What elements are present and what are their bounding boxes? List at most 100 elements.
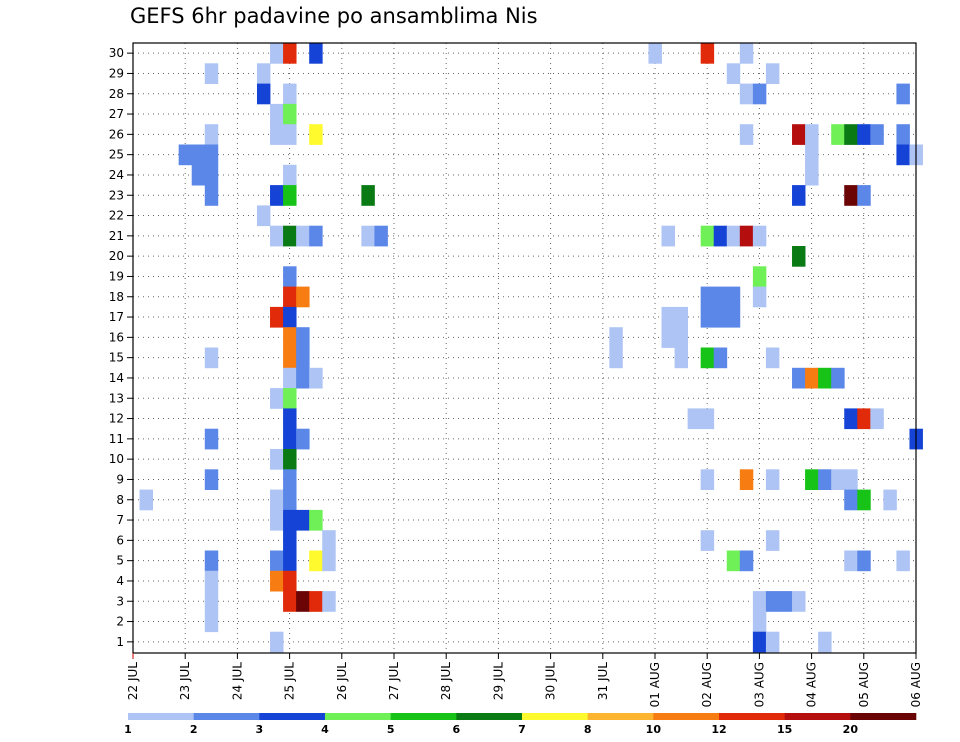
heatmap-cell xyxy=(805,144,819,166)
heatmap-cell xyxy=(270,43,284,64)
heatmap-cell xyxy=(857,489,871,511)
heatmap-cell xyxy=(283,591,297,612)
heatmap-cell xyxy=(831,367,845,389)
heatmap-cell xyxy=(309,591,323,612)
colorbar-label: 8 xyxy=(584,723,592,736)
heatmap-cell xyxy=(256,205,271,227)
heatmap-cell xyxy=(713,286,728,308)
heatmap-cell xyxy=(896,550,910,572)
heatmap-cell xyxy=(309,43,323,64)
y-tick-label: 7 xyxy=(116,513,124,527)
heatmap-cell xyxy=(204,185,219,206)
heatmap-cell xyxy=(792,185,806,206)
y-tick-label: 24 xyxy=(109,168,124,182)
heatmap-cell xyxy=(296,509,310,531)
heatmap-cell xyxy=(204,124,219,145)
heatmap-cell xyxy=(844,185,858,206)
heatmap-cell xyxy=(739,83,754,105)
heatmap-cell xyxy=(752,631,767,653)
y-tick-label: 21 xyxy=(109,229,124,243)
heatmap-cell xyxy=(857,185,871,206)
y-tick-label: 17 xyxy=(109,310,124,324)
heatmap-cell xyxy=(805,469,819,490)
heatmap-cell xyxy=(713,225,728,247)
heatmap-cell xyxy=(831,124,845,145)
heatmap-cell xyxy=(609,327,623,348)
heatmap-cell xyxy=(139,489,153,511)
y-tick-label: 12 xyxy=(109,412,124,426)
chart-title: GEFS 6hr padavine po ansamblima Nis xyxy=(130,4,538,28)
heatmap-cell xyxy=(204,611,219,633)
heatmap-cell xyxy=(726,286,741,308)
heatmap-cell xyxy=(270,489,284,511)
y-tick-label: 14 xyxy=(109,371,124,385)
heatmap-cell xyxy=(687,408,702,430)
y-tick-label: 6 xyxy=(116,533,124,547)
heatmap-cell xyxy=(283,327,297,348)
x-tick-label: 01 AUG xyxy=(648,662,662,707)
heatmap-cell xyxy=(283,225,297,247)
heatmap-cell xyxy=(857,124,871,145)
x-tick-label: 23 JUL xyxy=(178,662,192,700)
heatmap-cell xyxy=(857,550,871,572)
heatmap-cell xyxy=(752,266,767,287)
heatmap-cell xyxy=(296,347,310,369)
heatmap-cell xyxy=(739,124,754,145)
y-tick-label: 5 xyxy=(116,554,124,568)
heatmap-cell xyxy=(765,530,780,551)
heatmap-cell xyxy=(792,124,806,145)
heatmap-cell xyxy=(309,225,323,247)
colorbar-label: 7 xyxy=(518,723,526,736)
heatmap-cell xyxy=(296,367,310,389)
heatmap-cell xyxy=(648,43,662,64)
heatmap-cell xyxy=(674,306,689,328)
heatmap-cell xyxy=(726,306,741,328)
heatmap-cell xyxy=(361,225,375,247)
y-tick-label: 26 xyxy=(109,127,124,141)
heatmap-cell xyxy=(204,144,219,166)
y-tick-label: 16 xyxy=(109,330,124,344)
x-tick-label: 30 JUL xyxy=(544,662,558,700)
y-tick-label: 27 xyxy=(109,107,124,121)
heatmap-cell xyxy=(283,347,297,369)
heatmap-cell xyxy=(296,591,310,612)
heatmap-cell xyxy=(700,43,715,64)
colorbar-label: 6 xyxy=(453,723,461,736)
heatmap-cell xyxy=(283,388,297,409)
heatmap-cell xyxy=(674,347,689,369)
heatmap-cell xyxy=(713,306,728,328)
heatmap-cell xyxy=(283,367,297,389)
heatmap-cell xyxy=(283,509,297,531)
heatmap-cell xyxy=(270,124,284,145)
heatmap-cell xyxy=(283,469,297,490)
heatmap-cell xyxy=(765,469,780,490)
heatmap-cell xyxy=(204,570,219,592)
y-tick-label: 4 xyxy=(116,574,124,588)
heatmap-cell xyxy=(818,631,832,653)
x-tick-label: 02 AUG xyxy=(700,662,714,707)
heatmap-cell xyxy=(283,408,297,430)
y-tick-label: 13 xyxy=(109,391,124,405)
heatmap-cell xyxy=(726,63,741,84)
x-tick-label: 03 AUG xyxy=(752,662,766,707)
heatmap-cell xyxy=(256,83,271,105)
y-tick-label: 23 xyxy=(109,188,124,202)
heatmap-cell xyxy=(283,306,297,328)
heatmap-cell xyxy=(844,550,858,572)
plot-frame xyxy=(132,42,917,654)
heatmap-cell xyxy=(270,103,284,125)
heatmap-cell xyxy=(296,327,310,348)
heatmap-cell xyxy=(283,530,297,551)
heatmap-cell xyxy=(857,408,871,430)
x-tick-label: 22 JUL xyxy=(126,662,140,700)
colorbar-label: 15 xyxy=(777,723,792,736)
heatmap-cell xyxy=(700,225,715,247)
heatmap-cell xyxy=(805,164,819,186)
heatmap-cell xyxy=(178,144,193,166)
heatmap-cell xyxy=(204,550,219,572)
heatmap-cell xyxy=(283,570,297,592)
heatmap-cell xyxy=(661,225,675,247)
colorbar-segment xyxy=(653,713,720,720)
heatmap-cell xyxy=(739,550,754,572)
